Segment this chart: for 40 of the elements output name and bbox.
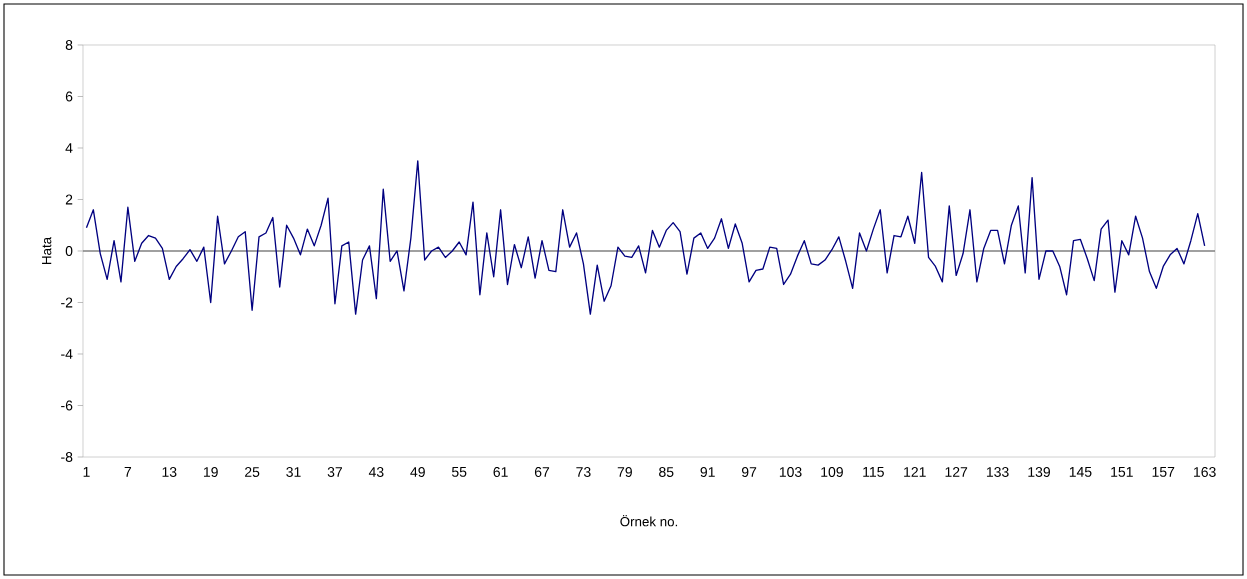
y-tick-label: 2	[65, 194, 73, 205]
x-tick-label: 13	[162, 467, 177, 477]
x-tick-label: 133	[986, 467, 1009, 477]
x-tick-label: 43	[368, 467, 384, 477]
line-series	[85, 160, 1206, 315]
x-tick-label: 121	[904, 467, 926, 477]
x-tick-label: 73	[576, 467, 591, 477]
x-tick-label: 61	[493, 467, 508, 477]
x-tick-label: 103	[779, 467, 802, 477]
x-tick-label: 79	[617, 467, 632, 477]
x-tick-label: 7	[124, 467, 132, 477]
x-tick-label: 49	[410, 467, 425, 477]
x-tick-label: 109	[821, 467, 843, 477]
y-tick-label: -8	[61, 452, 73, 462]
y-tick-label: 6	[65, 91, 73, 102]
x-tick-label: 19	[203, 467, 218, 477]
y-tick-label: -4	[61, 349, 73, 359]
x-tick-label: 97	[741, 467, 757, 477]
x-tick-label: 127	[945, 467, 968, 477]
x-tick-label: 55	[451, 467, 467, 477]
y-tick-label: 4	[65, 143, 73, 153]
y-tick-label: 0	[65, 246, 73, 256]
x-tick-label: 25	[245, 467, 260, 477]
x-tick-label: 139	[1028, 467, 1050, 477]
x-tick-label: 67	[534, 467, 550, 477]
y-tick-label: -6	[61, 400, 73, 411]
x-tick-label: 37	[327, 467, 343, 477]
x-tick-label: 91	[700, 467, 715, 477]
x-tick-label: 157	[1152, 467, 1175, 477]
x-axis-title: Örnek no.	[620, 515, 678, 527]
x-tick-label: 145	[1069, 467, 1092, 477]
x-tick-label: 31	[286, 467, 301, 477]
x-tick-label: 85	[659, 467, 674, 477]
y-axis-title: Hata	[42, 236, 52, 264]
x-tick-label: 163	[1194, 467, 1216, 477]
y-tick-label: 8	[65, 40, 73, 50]
x-tick-label: 151	[1111, 467, 1133, 477]
y-tick-label: -2	[61, 297, 73, 308]
x-tick-label: 115	[863, 467, 884, 477]
x-tick-label: 1	[83, 467, 90, 477]
